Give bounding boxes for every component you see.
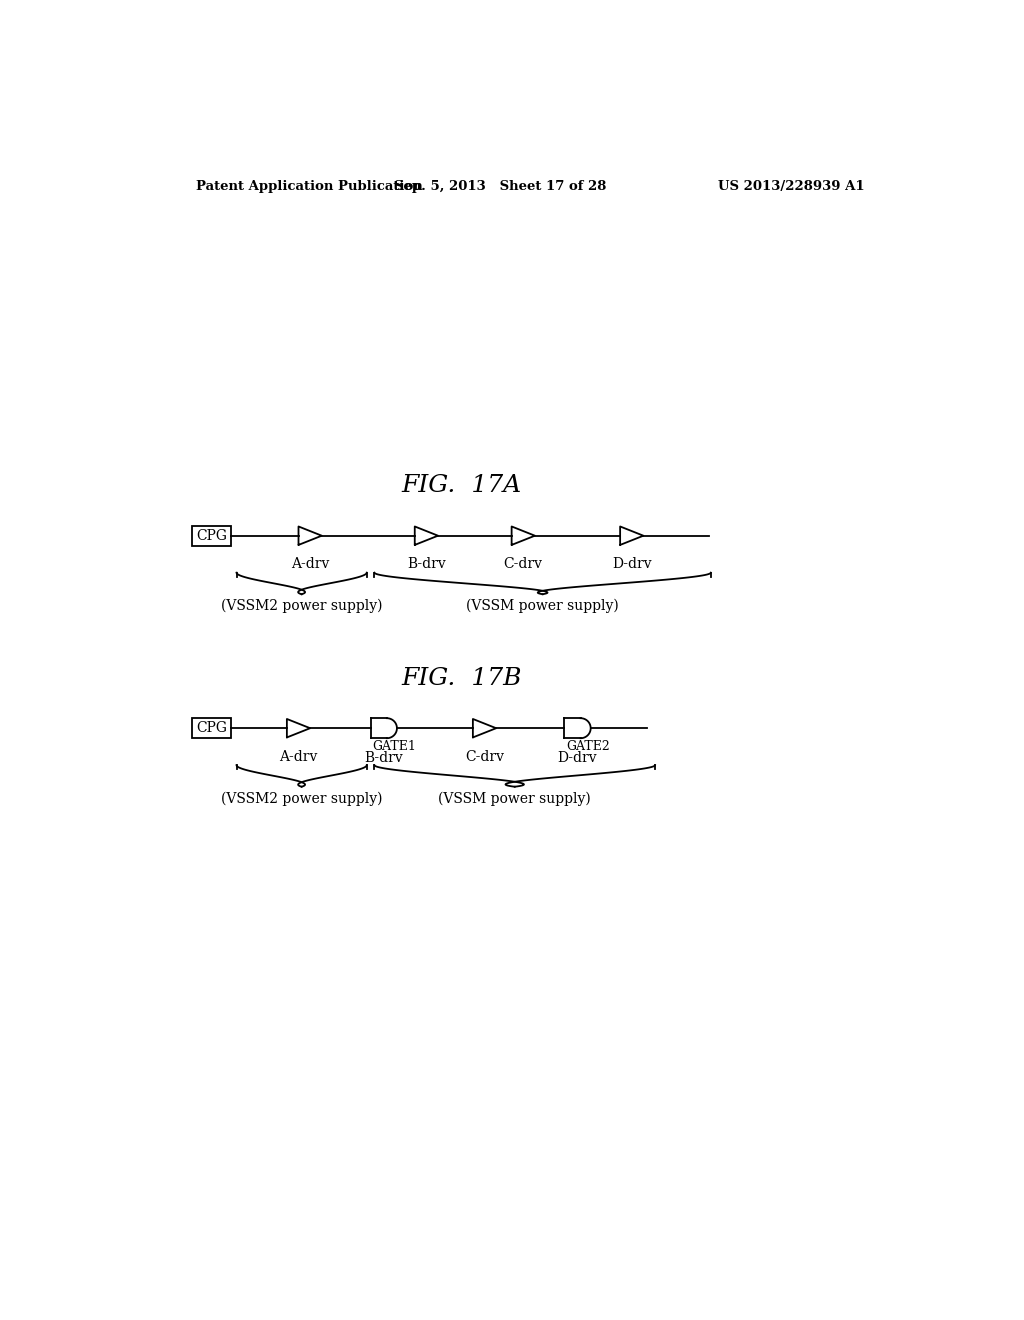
FancyBboxPatch shape xyxy=(193,718,231,738)
Text: D-drv: D-drv xyxy=(558,751,597,764)
FancyBboxPatch shape xyxy=(193,525,231,545)
Text: CPG: CPG xyxy=(197,721,227,735)
Text: B-drv: B-drv xyxy=(365,751,403,764)
Text: B-drv: B-drv xyxy=(407,557,445,572)
Text: CPG: CPG xyxy=(197,529,227,543)
Text: A-drv: A-drv xyxy=(291,557,330,572)
Text: US 2013/228939 A1: US 2013/228939 A1 xyxy=(718,181,864,194)
Text: (VSSM power supply): (VSSM power supply) xyxy=(466,599,618,614)
Text: Sep. 5, 2013   Sheet 17 of 28: Sep. 5, 2013 Sheet 17 of 28 xyxy=(394,181,606,194)
Text: C-drv: C-drv xyxy=(504,557,543,572)
Text: Patent Application Publication: Patent Application Publication xyxy=(197,181,423,194)
Text: (VSSM2 power supply): (VSSM2 power supply) xyxy=(221,599,382,614)
Text: D-drv: D-drv xyxy=(612,557,651,572)
Text: (VSSM power supply): (VSSM power supply) xyxy=(438,792,591,805)
Text: FIG.  17A: FIG. 17A xyxy=(401,474,521,498)
Text: C-drv: C-drv xyxy=(465,750,504,764)
Text: GATE2: GATE2 xyxy=(566,739,609,752)
Text: FIG.  17B: FIG. 17B xyxy=(401,667,521,689)
Text: (VSSM2 power supply): (VSSM2 power supply) xyxy=(221,792,382,805)
Text: GATE1: GATE1 xyxy=(372,739,416,752)
Text: A-drv: A-drv xyxy=(280,750,317,764)
